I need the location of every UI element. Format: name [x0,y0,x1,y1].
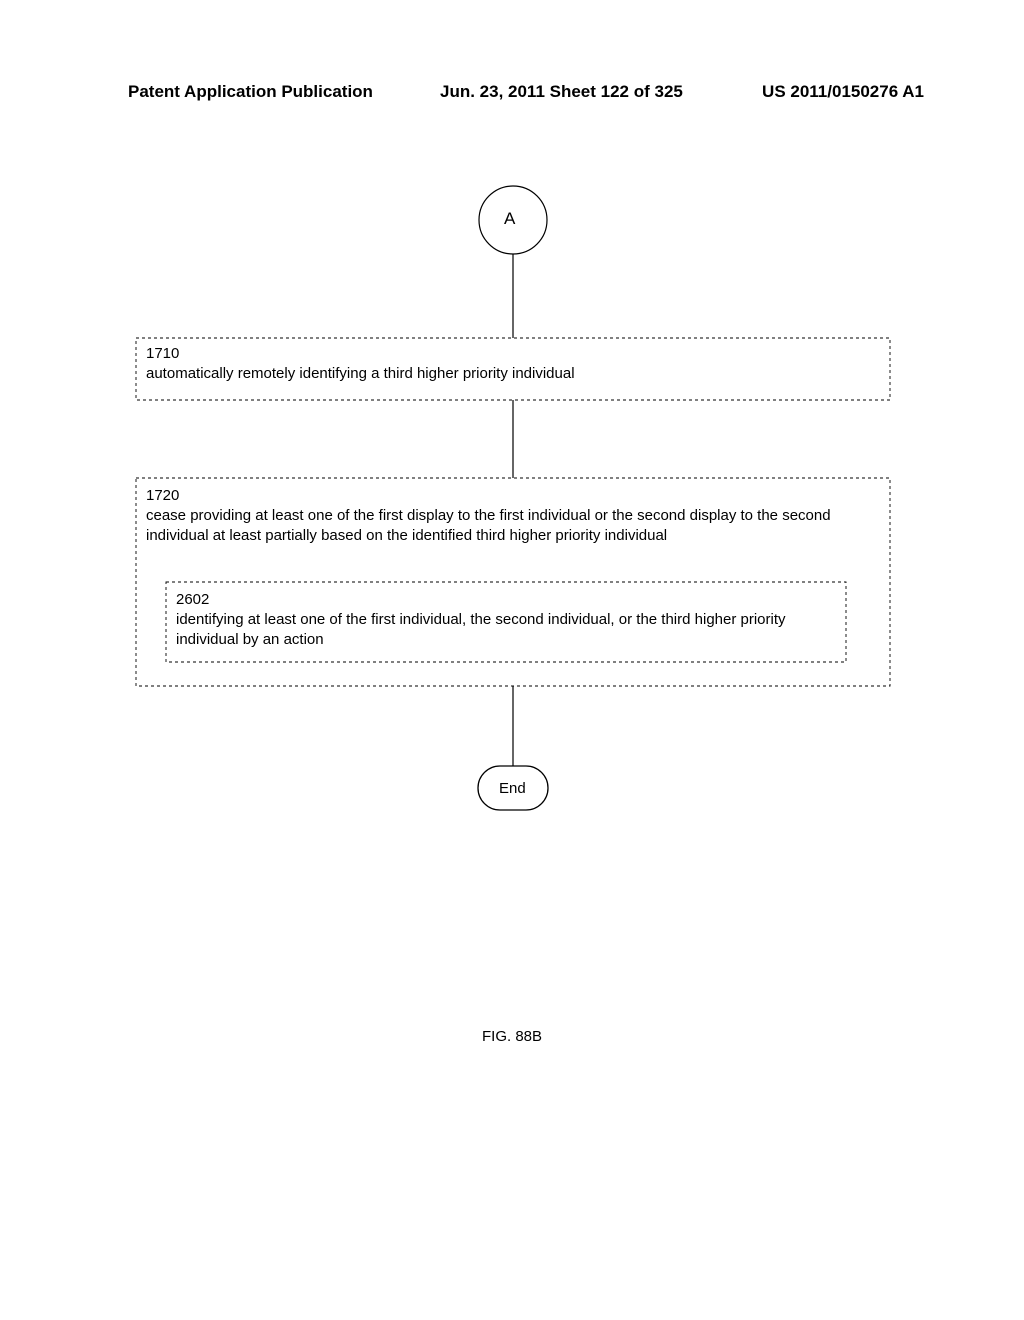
box-1710-num: 1710 [146,344,179,364]
header-left: Patent Application Publication [128,82,373,102]
flowchart-diagram: A 1710 automatically remotely identifyin… [128,160,898,880]
box-2602-text: identifying at least one of the first in… [176,610,826,651]
box-1720-text: cease providing at least one of the firs… [146,506,876,547]
connector-a-label: A [504,208,515,231]
figure-label: FIG. 88B [0,1028,1024,1045]
terminator-end-label: End [499,779,526,799]
box-1720-num: 1720 [146,486,179,506]
header-center: Jun. 23, 2011 Sheet 122 of 325 [440,82,683,102]
patent-page: Patent Application Publication Jun. 23, … [0,0,1024,1320]
box-1710-text: automatically remotely identifying a thi… [146,364,876,384]
box-2602-num: 2602 [176,590,209,610]
header-right: US 2011/0150276 A1 [762,82,924,102]
